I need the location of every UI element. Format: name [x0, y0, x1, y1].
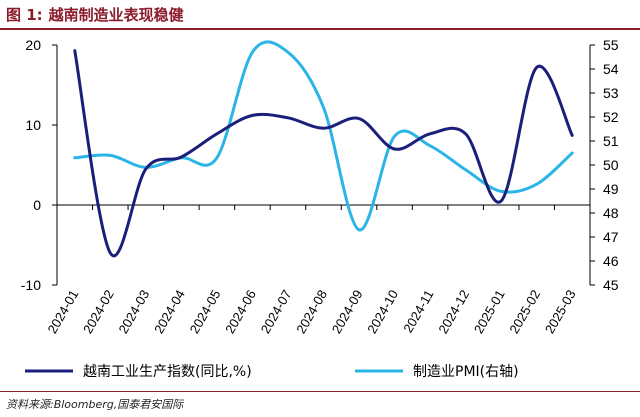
series-line-pmi: [73, 40, 574, 232]
right-tick-label: 45: [603, 277, 619, 293]
right-tick-label: 51: [603, 133, 619, 149]
right-tick-label: 47: [603, 229, 619, 245]
x-tick-label: 2024-09: [329, 287, 366, 336]
x-tick-label: 2024-04: [151, 287, 188, 336]
x-tick-label: 2024-11: [400, 287, 436, 335]
right-tick-label: 52: [603, 109, 619, 125]
x-tick-label: 2024-10: [364, 287, 401, 336]
left-tick-label: 20: [25, 37, 41, 53]
figure-label: 图 1:: [6, 6, 43, 24]
x-tick-label: 2024-06: [222, 287, 259, 336]
x-tick-label: 2024-02: [80, 287, 117, 336]
x-tick-label: 2025-02: [506, 287, 543, 336]
left-tick-label: 10: [25, 117, 41, 133]
figure-title-text: 越南制造业表现稳健: [48, 6, 184, 24]
left-tick-label: -10: [21, 277, 41, 293]
source-note: 资料来源:Bloomberg,国泰君安国际: [6, 398, 184, 411]
right-tick-label: 46: [603, 253, 619, 269]
x-tick-label: 2025-01: [471, 287, 508, 336]
right-tick-label: 49: [603, 181, 619, 197]
left-tick-label: 0: [33, 197, 41, 213]
x-tick-label: 2025-03: [542, 287, 579, 336]
right-tick-label: 54: [603, 61, 619, 77]
figure-title: 图 1: 越南制造业表现稳健: [6, 4, 184, 25]
right-tick-label: 50: [603, 157, 619, 173]
title-rule: [0, 28, 640, 30]
x-tick-label: 2024-05: [187, 287, 224, 336]
x-tick-label: 2024-07: [258, 287, 295, 336]
legend-label: 制造业PMI(右轴): [413, 364, 519, 380]
legend-label: 越南工业生产指数(同比,%): [83, 364, 252, 380]
right-tick-label: 53: [603, 85, 619, 101]
x-tick-label: 2024-12: [435, 287, 472, 336]
series-line-ip-index: [73, 49, 574, 258]
source-rule: [0, 391, 640, 392]
line-chart: -100102045464748495051525354552024-01202…: [21, 37, 619, 380]
x-tick-label: 2024-03: [116, 287, 153, 336]
x-tick-label: 2024-01: [44, 287, 81, 336]
right-tick-label: 48: [603, 205, 619, 221]
x-tick-label: 2024-08: [293, 287, 330, 336]
right-tick-label: 55: [603, 37, 619, 53]
